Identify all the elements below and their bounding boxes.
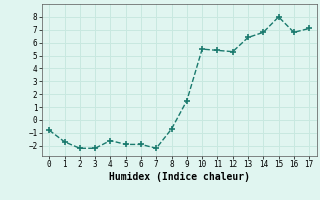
X-axis label: Humidex (Indice chaleur): Humidex (Indice chaleur) bbox=[109, 172, 250, 182]
